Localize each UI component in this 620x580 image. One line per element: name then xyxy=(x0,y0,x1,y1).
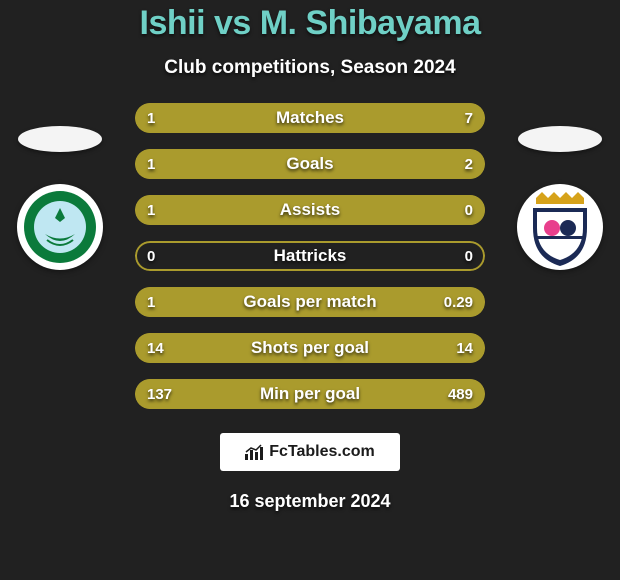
subtitle: Club competitions, Season 2024 xyxy=(164,57,455,79)
stat-row: 137489Min per goal xyxy=(135,379,485,409)
stat-row: 10Assists xyxy=(135,195,485,225)
stat-row: 12Goals xyxy=(135,149,485,179)
stat-label: Goals per match xyxy=(135,287,485,317)
stat-label: Goals xyxy=(135,149,485,179)
stats-list: 17Matches 12Goals 10Assists 00Hattricks 10.2… xyxy=(135,103,485,409)
nation-flag-right xyxy=(518,126,602,152)
watermark: FcTables.com xyxy=(220,433,400,471)
stat-row: 1414Shots per goal xyxy=(135,333,485,363)
club-crest-left-icon xyxy=(17,184,103,270)
chart-icon xyxy=(245,444,263,460)
club-crest-right-icon xyxy=(517,184,603,270)
date-label: 16 september 2024 xyxy=(229,491,390,512)
page-title: Ishii vs M. Shibayama xyxy=(140,4,481,43)
club-badge-left xyxy=(17,184,103,270)
stat-row: 00Hattricks xyxy=(135,241,485,271)
stat-label: Shots per goal xyxy=(135,333,485,363)
stat-row: 17Matches xyxy=(135,103,485,133)
stat-label: Min per goal xyxy=(135,379,485,409)
stat-label: Assists xyxy=(135,195,485,225)
left-player-side xyxy=(10,126,110,270)
stat-label: Matches xyxy=(135,103,485,133)
nation-flag-left xyxy=(18,126,102,152)
club-badge-right xyxy=(517,184,603,270)
watermark-text: FcTables.com xyxy=(269,443,375,461)
stat-label: Hattricks xyxy=(135,241,485,271)
comparison-card: Ishii vs M. Shibayama Club competitions,… xyxy=(0,0,620,580)
stat-row: 10.29Goals per match xyxy=(135,287,485,317)
right-player-side xyxy=(510,126,610,270)
